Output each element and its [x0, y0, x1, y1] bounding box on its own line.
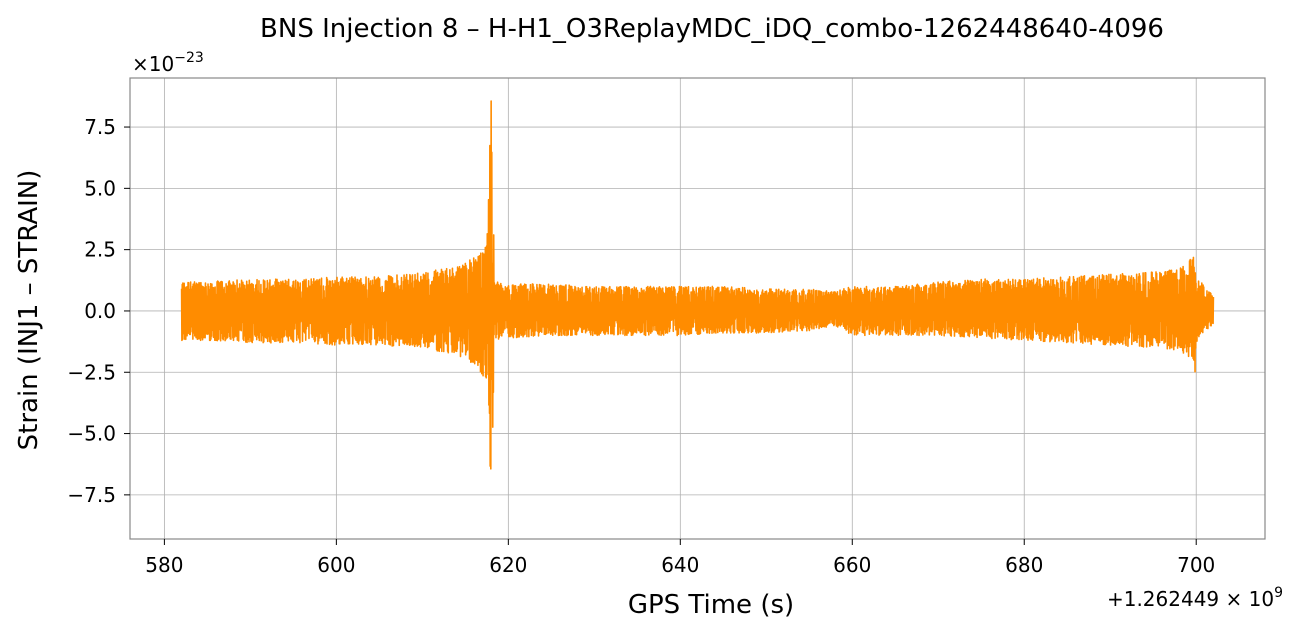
tick-marks	[124, 126, 1197, 545]
x-tick-label: 660	[833, 553, 871, 577]
y-tick-label: −5.0	[67, 422, 116, 446]
plot-frame	[129, 77, 1266, 540]
x-tick-label: 620	[489, 553, 527, 577]
x-tick-label: 680	[1005, 553, 1043, 577]
plot-series	[180, 100, 1215, 470]
x-tick-label: 600	[317, 553, 355, 577]
y-tick-label: 5.0	[84, 176, 116, 200]
y-tick-label: 2.5	[84, 238, 116, 262]
y-multiplier: ×10−23	[132, 50, 204, 76]
y-tick-label: −2.5	[67, 360, 116, 384]
y-tick-label: 7.5	[84, 115, 116, 139]
x-tick-labels: 580 600 620 640 660 680 700	[145, 553, 1215, 577]
y-axis-label: Strain (INJ1 – STRAIN)	[14, 170, 44, 451]
strain-series-line	[180, 100, 1215, 470]
y-tick-labels: −7.5 −5.0 −2.5 0.0 2.5 5.0 7.5	[67, 115, 116, 507]
x-tick-label: 580	[145, 553, 183, 577]
chart-title: BNS Injection 8 – H-H1_O3ReplayMDC_iDQ_c…	[260, 14, 1164, 44]
x-tick-label: 640	[661, 553, 699, 577]
x-axis-label: GPS Time (s)	[628, 590, 794, 620]
y-tick-label: −7.5	[67, 483, 116, 507]
x-offset: +1.262449 × 109	[1107, 585, 1283, 611]
y-tick-label: 0.0	[84, 299, 116, 323]
x-tick-label: 700	[1177, 553, 1215, 577]
